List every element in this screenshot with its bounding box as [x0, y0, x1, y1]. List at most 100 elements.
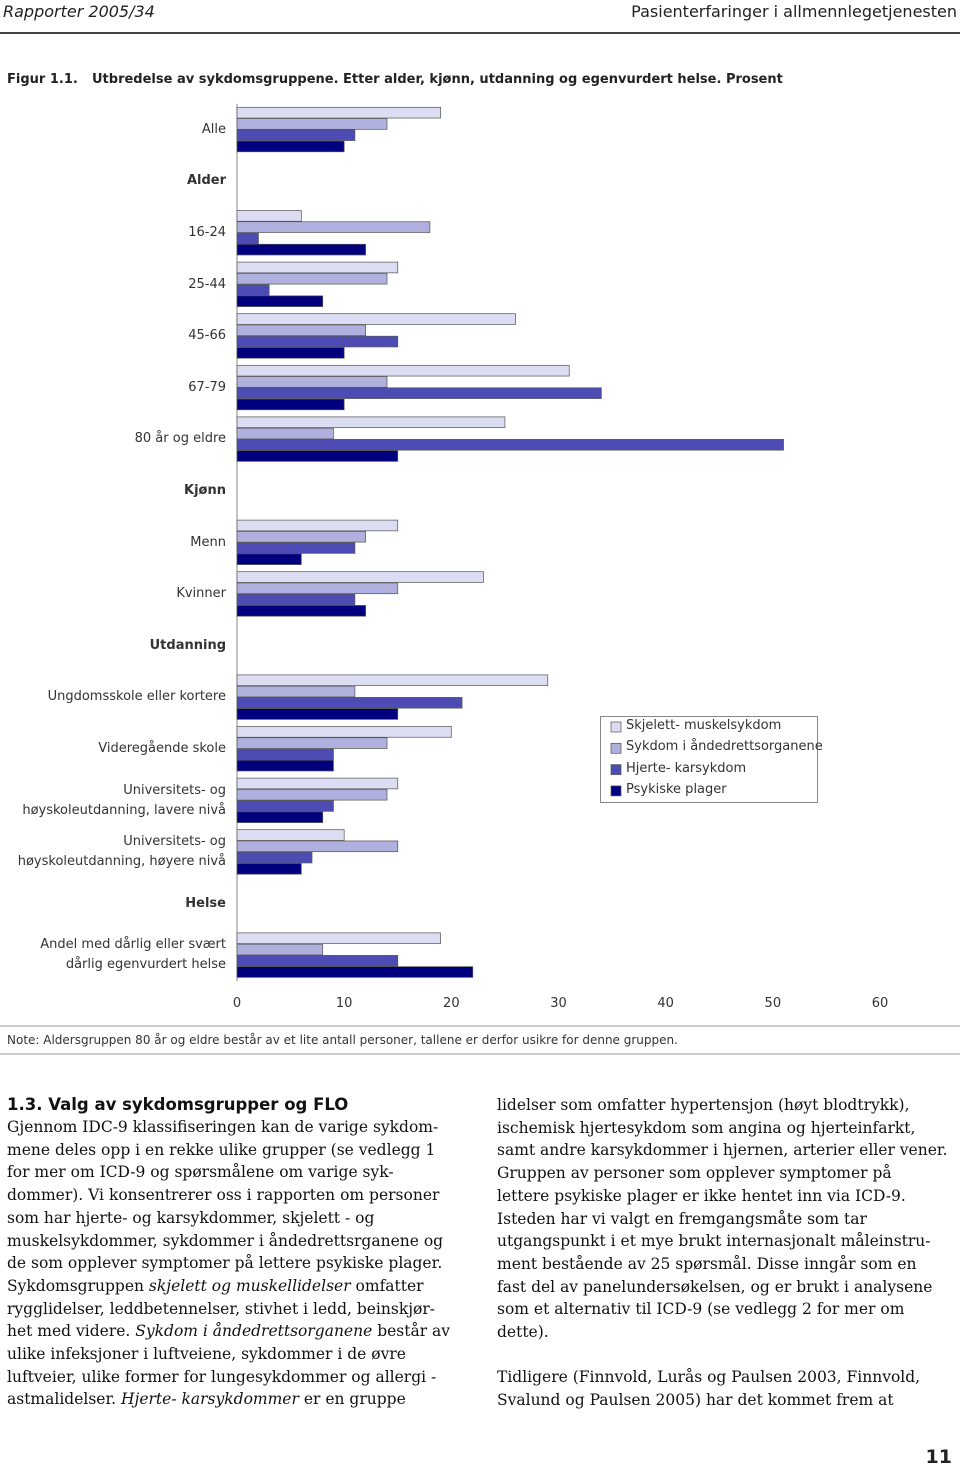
body-line: muskelsykdommer, sykdommer i åndedrettsr… [7, 1230, 443, 1253]
bar [236, 530, 366, 543]
x-tick-label: 30 [550, 996, 567, 1011]
bar [236, 210, 302, 222]
text-run: het med videre. [7, 1322, 136, 1341]
bar [236, 519, 399, 532]
text-run: lidelser som omfatter hypertensjon (høyt… [497, 1096, 910, 1114]
bar [236, 748, 334, 761]
bar [236, 118, 388, 130]
category-label: Kvinner [176, 586, 226, 602]
text-run: Gjennom IDC-9 klassifiseringen kan de va… [7, 1118, 439, 1136]
figure-caption: Utbredelse av sykdomsgruppene. Etter ald… [92, 72, 783, 87]
bar [236, 726, 452, 738]
bar [236, 261, 399, 274]
category-label: 16-24 [188, 225, 226, 240]
body-line: lidelser som omfatter hypertensjon (høyt… [497, 1094, 910, 1117]
text-run: astmalidelser. [7, 1390, 122, 1409]
text-run: Tidligere (Finnvold, Lurås og Paulsen 20… [497, 1368, 921, 1387]
bar [236, 376, 388, 388]
text-run: rygglidelser, leddbetennelser, stivhet i… [7, 1299, 436, 1318]
page-number: 11 [925, 1446, 952, 1468]
category-label: 45-66 [188, 328, 226, 344]
bar [236, 398, 345, 411]
text-run: muskelsykdommer, sykdommer i åndedrettsr… [7, 1231, 444, 1250]
text-run: de som opplever symptomer på lettere psy… [7, 1254, 443, 1273]
bar [236, 571, 484, 583]
bar [236, 788, 388, 801]
italic-run: Sykdom i åndedrettsorganene [135, 1322, 373, 1341]
bar [236, 697, 463, 709]
body-line: for mer om ICD-9 og spørsmålene om varig… [7, 1161, 394, 1184]
category-label: 80 år og eldre [134, 431, 226, 447]
bar [236, 863, 302, 875]
bar [236, 932, 441, 945]
bar [236, 427, 334, 440]
text-run: Isteden har vi valgt en fremgangsmåte so… [497, 1209, 867, 1228]
text-run: lettere psykiske plager er ikke hentet i… [497, 1186, 906, 1205]
text-run: som har hjerte- og karsykdommer, skjelet… [7, 1208, 375, 1227]
legend-swatch [610, 785, 622, 797]
bar [236, 605, 366, 617]
bar [236, 829, 345, 841]
text-run: omfatter [350, 1276, 424, 1295]
category-label: Utdanning [149, 637, 226, 653]
body-line: utgangspunkt i et mye brukt internasjona… [497, 1230, 931, 1253]
body-line: Gruppen av personer som opplever symptom… [497, 1162, 892, 1185]
category-label: Alle [201, 121, 226, 137]
bar [236, 737, 388, 749]
bar [236, 284, 270, 296]
italic-run: skjelett og muskellidelser [148, 1276, 351, 1295]
x-tick-label: 40 [657, 996, 674, 1011]
body-line: som et alternativ til ICD-9 (se vedlegg … [497, 1298, 904, 1321]
body-line: Svalund og Paulsen 2005) har det kommet … [497, 1389, 894, 1412]
legend-label: Skjelett- muskelsykdom [626, 718, 782, 733]
x-tick-label: 10 [335, 996, 353, 1011]
text-run: mene deles opp i en rekke ulike grupper … [7, 1140, 436, 1159]
section-heading: 1.3. Valg av sykdomsgrupper og FLO [7, 1095, 349, 1114]
legend-label: Hjerte- karsykdom [626, 760, 747, 776]
text-run: samt andre karsykdommer i hjernen, arter… [497, 1141, 948, 1160]
category-label: Ungdomsskole eller kortere [47, 689, 226, 705]
legend-swatch [610, 764, 622, 775]
note: Note: Aldersgruppen 80 år og eldre bestå… [7, 1033, 678, 1047]
category-label: Videregående skole [98, 741, 226, 756]
body-line: Sykdomsgruppen skjelett og muskellidelse… [7, 1275, 424, 1298]
body-line: ulike infeksjoner i luftveiene, sykdomme… [7, 1343, 406, 1366]
bar [236, 777, 399, 790]
text-run: fast del av panelundersøkelsen, og er br… [497, 1277, 933, 1296]
bar [236, 347, 345, 359]
body-line: som har hjerte- og karsykdommer, skjelet… [7, 1207, 374, 1230]
bar [236, 273, 388, 285]
bar [236, 593, 356, 606]
text-run: Gruppen av personer som opplever symptom… [497, 1164, 892, 1183]
body-line: luftveier, ulike former for lungesykdomm… [7, 1366, 436, 1389]
bar [236, 439, 784, 451]
legend-label: Psykiske plager [626, 781, 727, 797]
x-tick-label: 60 [871, 996, 889, 1011]
bar [236, 106, 441, 119]
bar [236, 232, 259, 245]
category-label: Universitets- og høyskoleutdanning, høye… [17, 834, 226, 870]
bar [236, 335, 399, 348]
bar [236, 313, 516, 325]
body-line: fast del av panelundersøkelsen, og er br… [497, 1276, 932, 1299]
bar [236, 800, 334, 812]
bar [236, 966, 474, 978]
legend-swatch [610, 721, 622, 733]
bar [236, 295, 324, 307]
bar [236, 553, 302, 565]
bar [236, 708, 399, 720]
body-line: Gjennom IDC-9 klassifiseringen kan de va… [7, 1116, 438, 1139]
body-line: ischemisk hjertesykdom som angina og hje… [497, 1117, 915, 1140]
bar [236, 416, 506, 428]
text-run: er en gruppe [298, 1390, 406, 1409]
category-label: 25-44 [188, 276, 226, 292]
bar [236, 387, 602, 399]
body-line: dette). [497, 1321, 549, 1344]
category-label: Universitets- og høyskoleutdanning, lave… [22, 782, 226, 818]
bar [236, 450, 399, 462]
body-line: dommer). Vi konsentrerer oss i rapporten… [7, 1184, 439, 1207]
bar [236, 243, 366, 256]
body-line: de som opplever symptomer på lettere psy… [7, 1252, 442, 1275]
